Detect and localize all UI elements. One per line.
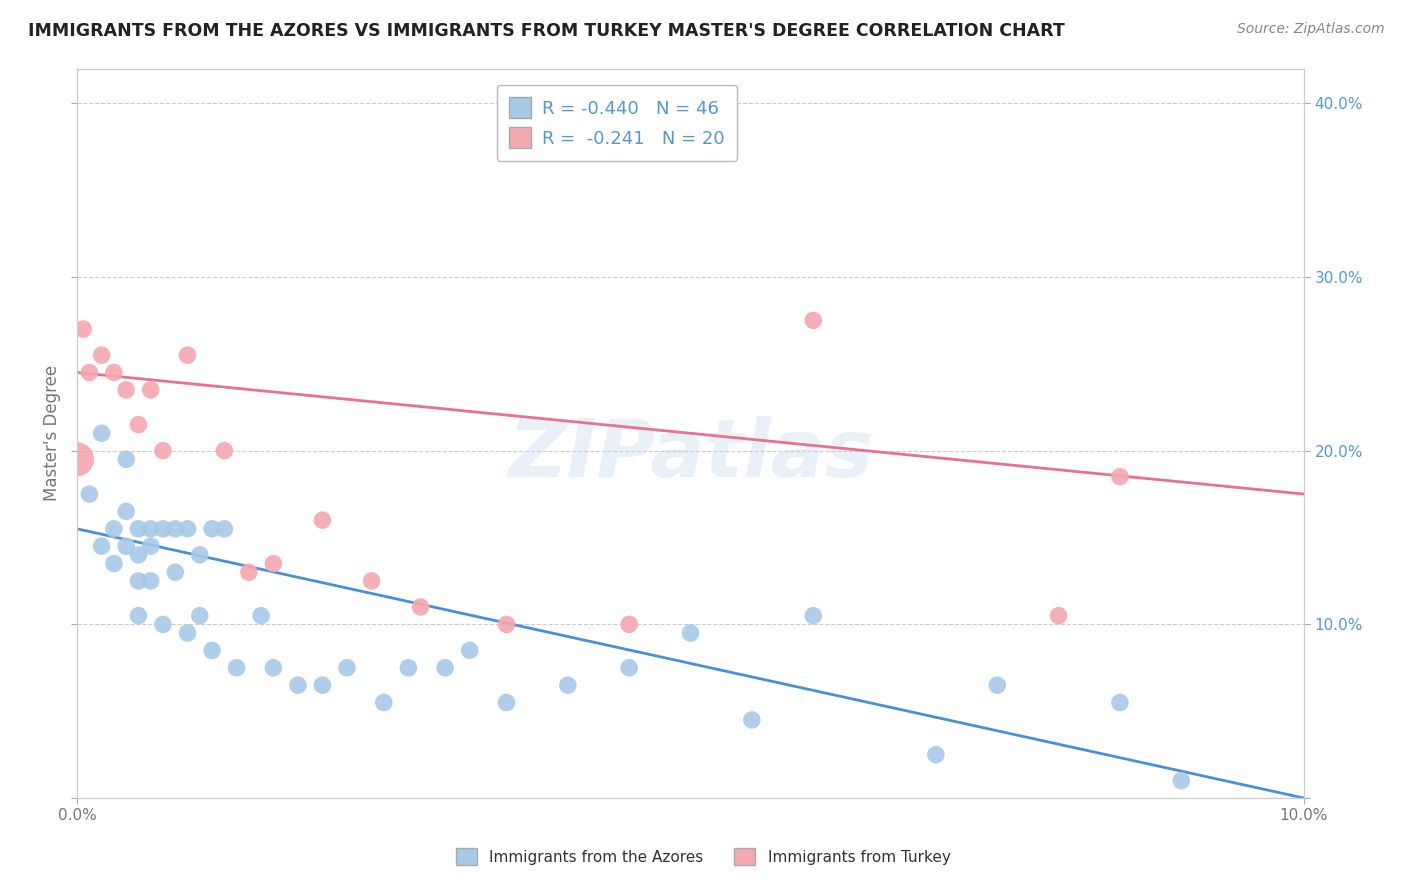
Point xyxy=(396,661,419,675)
Point xyxy=(139,383,162,397)
Point xyxy=(495,617,517,632)
Point xyxy=(188,608,211,623)
Point xyxy=(201,643,224,657)
Point xyxy=(250,608,273,623)
Point xyxy=(66,452,89,467)
Point xyxy=(262,557,284,571)
Point xyxy=(801,608,824,623)
Point xyxy=(152,522,174,536)
Point xyxy=(79,487,101,501)
Point xyxy=(103,366,125,380)
Point xyxy=(495,696,517,710)
Point xyxy=(103,522,125,536)
Point xyxy=(90,539,112,553)
Point xyxy=(225,661,247,675)
Point xyxy=(127,608,149,623)
Point xyxy=(679,626,702,640)
Point xyxy=(127,574,149,588)
Point xyxy=(115,383,138,397)
Point xyxy=(409,599,432,614)
Point xyxy=(139,522,162,536)
Point xyxy=(201,522,224,536)
Point xyxy=(152,617,174,632)
Point xyxy=(1109,696,1132,710)
Point xyxy=(115,539,138,553)
Legend: Immigrants from the Azores, Immigrants from Turkey: Immigrants from the Azores, Immigrants f… xyxy=(450,842,956,871)
Legend: R = -0.440   N = 46, R =  -0.241   N = 20: R = -0.440 N = 46, R = -0.241 N = 20 xyxy=(496,85,737,161)
Point xyxy=(152,443,174,458)
Point xyxy=(458,643,481,657)
Point xyxy=(139,539,162,553)
Point xyxy=(336,661,359,675)
Point xyxy=(127,548,149,562)
Point xyxy=(115,452,138,467)
Point xyxy=(90,426,112,441)
Point xyxy=(176,348,198,362)
Point xyxy=(72,322,94,336)
Point xyxy=(214,443,236,458)
Point xyxy=(79,366,101,380)
Point xyxy=(360,574,382,588)
Point xyxy=(165,522,187,536)
Point xyxy=(139,574,162,588)
Point xyxy=(214,522,236,536)
Point xyxy=(741,713,763,727)
Point xyxy=(103,557,125,571)
Point xyxy=(176,522,198,536)
Text: IMMIGRANTS FROM THE AZORES VS IMMIGRANTS FROM TURKEY MASTER'S DEGREE CORRELATION: IMMIGRANTS FROM THE AZORES VS IMMIGRANTS… xyxy=(28,22,1064,40)
Point xyxy=(127,522,149,536)
Point xyxy=(287,678,309,692)
Point xyxy=(1170,773,1192,788)
Point xyxy=(127,417,149,432)
Point xyxy=(165,566,187,580)
Point xyxy=(986,678,1008,692)
Point xyxy=(311,678,333,692)
Point xyxy=(617,617,640,632)
Point xyxy=(925,747,948,762)
Point xyxy=(1109,469,1132,483)
Point xyxy=(617,661,640,675)
Text: Source: ZipAtlas.com: Source: ZipAtlas.com xyxy=(1237,22,1385,37)
Text: ZIPatlas: ZIPatlas xyxy=(508,417,873,494)
Point xyxy=(311,513,333,527)
Point xyxy=(434,661,457,675)
Point xyxy=(188,548,211,562)
Point xyxy=(373,696,395,710)
Point xyxy=(90,348,112,362)
Point xyxy=(176,626,198,640)
Point xyxy=(238,566,260,580)
Y-axis label: Master's Degree: Master's Degree xyxy=(44,365,60,501)
Point xyxy=(115,504,138,518)
Point xyxy=(557,678,579,692)
Point xyxy=(262,661,284,675)
Point xyxy=(1047,608,1070,623)
Point xyxy=(801,313,824,327)
